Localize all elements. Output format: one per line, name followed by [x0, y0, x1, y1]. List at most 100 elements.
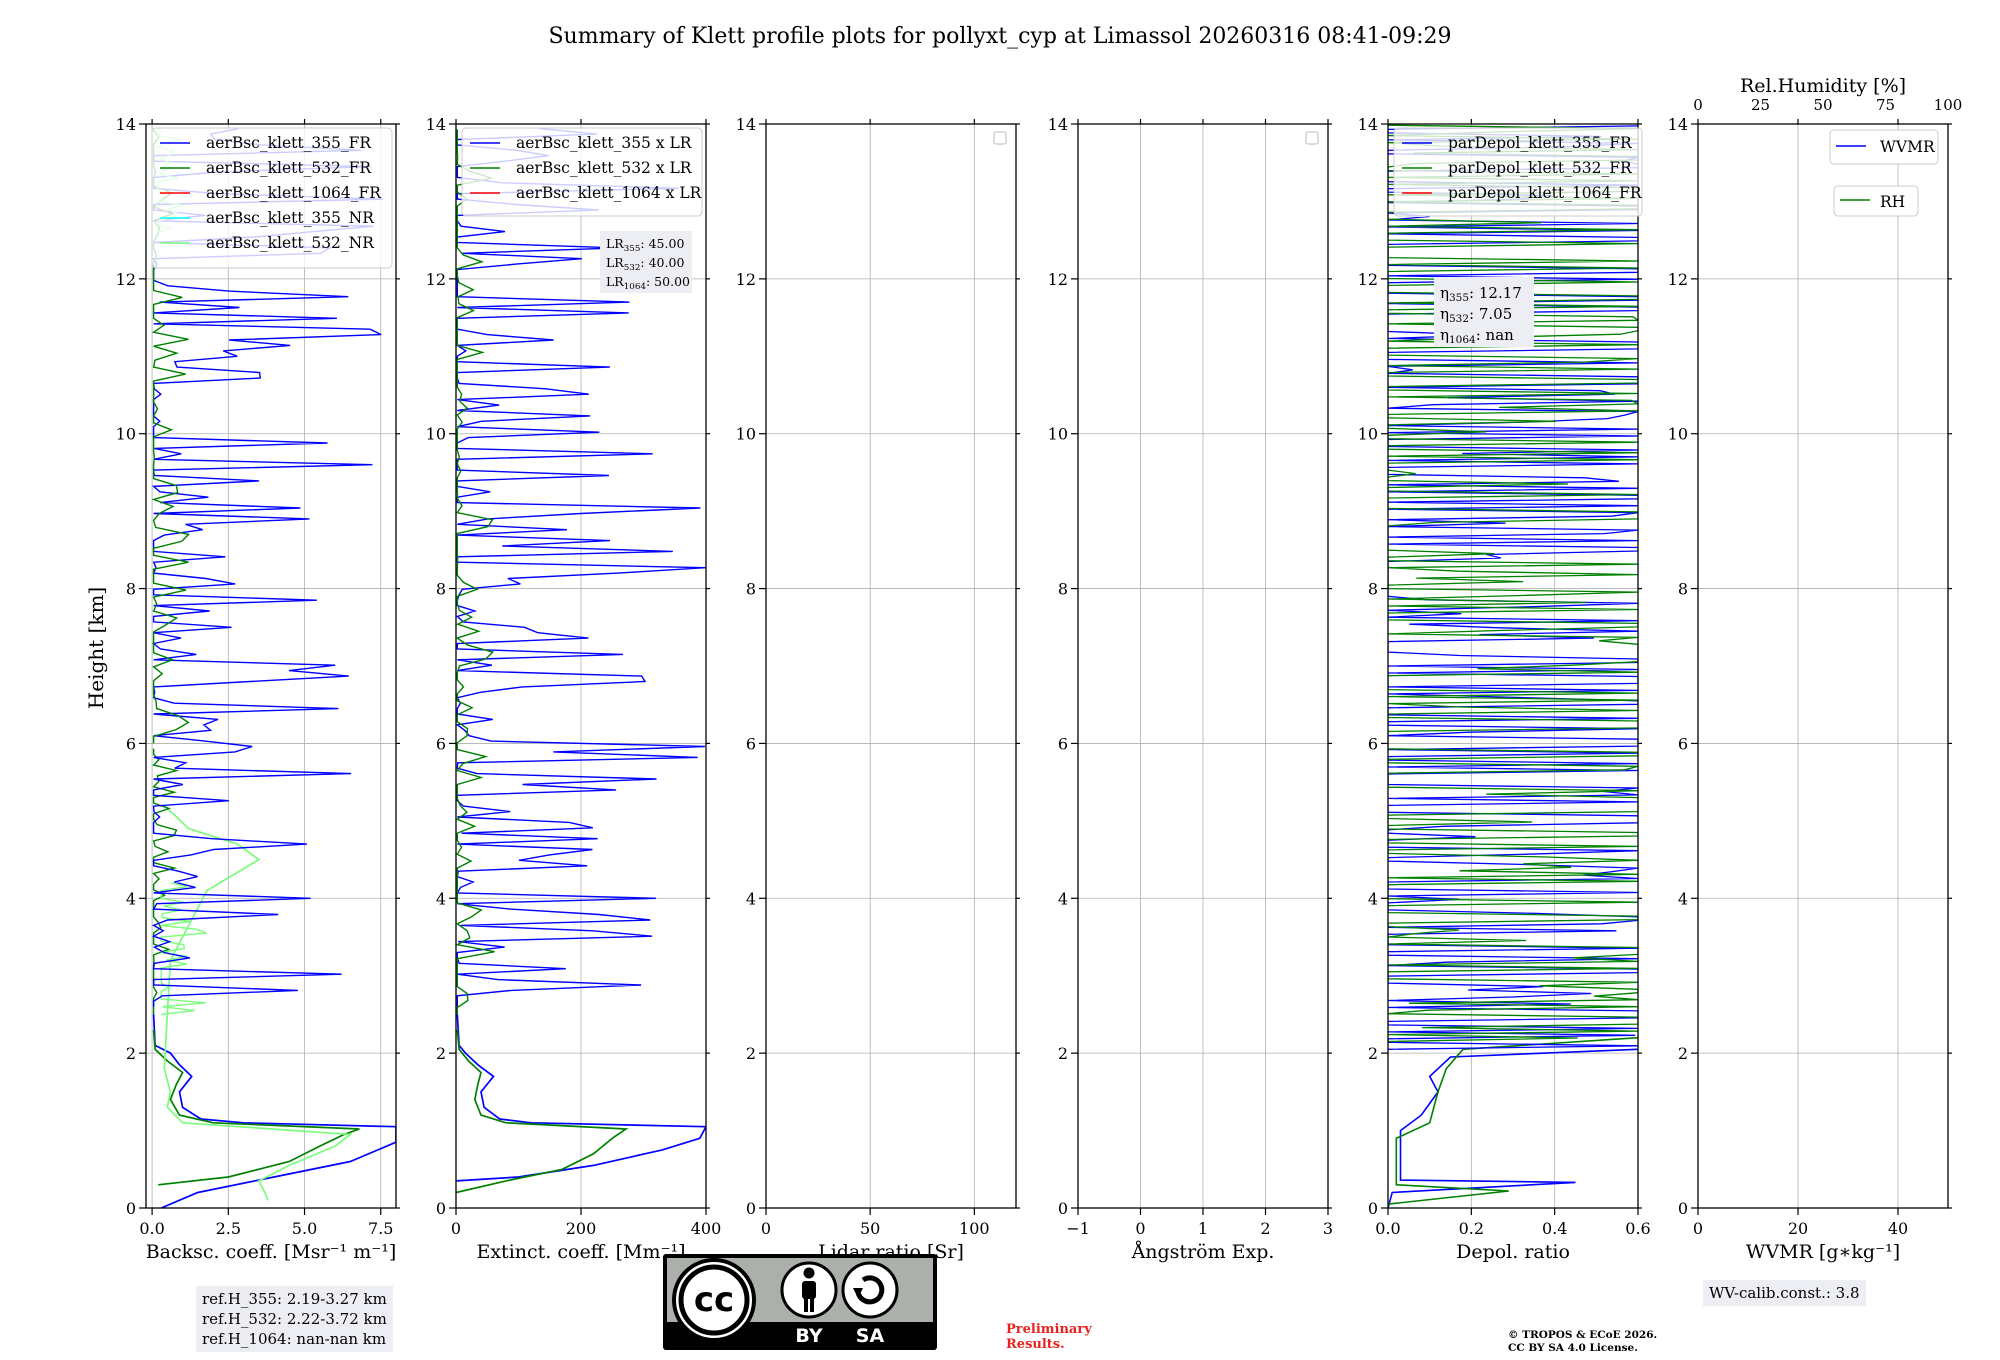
x-tick-label: 0 — [1693, 1219, 1703, 1238]
copyright-line: © TROPOS & ECoE 2026. — [1508, 1329, 1658, 1341]
ref-height-532: ref.H_532: 2.22-3.72 km — [202, 1310, 387, 1328]
x-tick-label: 100 — [959, 1219, 990, 1238]
legend-label: aerBsc_klett_1064_FR — [206, 184, 382, 202]
plot-area — [1388, 124, 1638, 1208]
legend-label: aerBsc_klett_1064 x LR — [516, 184, 703, 202]
ref-height-355: ref.H_355: 2.19-3.27 km — [202, 1290, 387, 1308]
y-tick-label: 12 — [1048, 270, 1068, 289]
series-532-noise — [152, 748, 180, 1015]
y-axis-label: Height [km] — [84, 587, 108, 709]
panel-backscatter: 0 2 4 6 8 10 12 14 0.0 2.5 5.0 7.5 Backsc. coeff. [M… — [116, 115, 400, 1263]
series-parDepol_klett_355_FR — [1388, 1048, 1638, 1208]
by-label: BY — [795, 1325, 822, 1347]
y-tick-label: 0 — [1678, 1199, 1688, 1218]
x-tick-label: 1 — [1198, 1219, 1208, 1238]
x-tick-label: 0.2 — [1459, 1219, 1484, 1238]
legend-label: RH — [1880, 193, 1905, 211]
x-tick-label: 3 — [1323, 1219, 1333, 1238]
y-tick-label: 6 — [126, 734, 136, 753]
x-tick-label: 0 — [761, 1219, 771, 1238]
y-tick-label: 14 — [1048, 115, 1068, 134]
y-tick-label: 8 — [746, 580, 756, 599]
series-aerBsc_klett_355_FR — [152, 1014, 396, 1208]
y-tick-label: 6 — [1058, 734, 1068, 753]
preliminary-note: Preliminary Results. — [1006, 1322, 1092, 1352]
series-aerBsc_klett_355 x LR — [456, 1014, 706, 1182]
y-tick-label: 12 — [426, 270, 446, 289]
y-tick-label: 2 — [436, 1044, 446, 1063]
y-tick-label: 12 — [1668, 270, 1688, 289]
series-532-noise — [456, 129, 495, 1015]
y-tick-label: 6 — [1368, 734, 1378, 753]
y-tick-label: 4 — [746, 889, 756, 908]
legend-box — [151, 127, 393, 269]
y-tick-label: 0 — [1368, 1199, 1378, 1218]
top-tick-label: 0 — [1693, 96, 1703, 114]
axes-frame — [1387, 123, 1639, 1209]
x-axis-label: Backsc. coeff. [Msr⁻¹ m⁻¹] — [146, 1241, 397, 1263]
legend-label: aerBsc_klett_355_FR — [206, 134, 372, 152]
x-tick-label: 0.0 — [139, 1219, 164, 1238]
x-tick-label: −1 — [1066, 1219, 1090, 1238]
figure-title: Summary of Klett profile plots for polly… — [548, 24, 1451, 49]
reference-height-box: ref.H_355: 2.19-3.27 km ref.H_532: 2.22-… — [196, 1286, 393, 1352]
x-axis-label: Depol. ratio — [1456, 1241, 1570, 1263]
axes-frame — [145, 123, 397, 1209]
top-axis-label: Rel.Humidity [%] — [1740, 75, 1906, 97]
preliminary-line: Preliminary — [1006, 1322, 1092, 1337]
wv-calibration-constant: WV-calib.const.: 3.8 — [1709, 1284, 1860, 1302]
y-tick-label: 10 — [1048, 425, 1068, 444]
y-tick-label: 2 — [1678, 1044, 1688, 1063]
legend-label: WVMR — [1880, 138, 1936, 156]
axes-frame — [1697, 123, 1949, 1209]
x-axis-label: Ångström Exp. — [1131, 1241, 1275, 1263]
top-tick-label: 75 — [1876, 96, 1895, 114]
share-alike-icon — [841, 1261, 899, 1319]
panel-depol: 0 2 4 6 8 10 12 14 0.0 0.2 0.4 0.6 Depol. ratio parDe… — [1358, 115, 1651, 1263]
y-tick-label: 8 — [436, 580, 446, 599]
copyright-note: © TROPOS & ECoE 2026. CC BY SA 4.0 Licen… — [1508, 1329, 1657, 1355]
panel-extinction: 0 2 4 6 8 10 12 14 0 200 400 Extinct. coeff. [Mm⁻¹]… — [426, 115, 722, 1263]
y-tick-label: 12 — [736, 270, 756, 289]
legend-box — [1393, 127, 1643, 217]
x-axis-label: WVMR [g∗kg⁻¹] — [1746, 1241, 1900, 1263]
legend-box — [1833, 185, 1919, 217]
y-tick-label: 14 — [426, 115, 446, 134]
top-tick-label: 25 — [1751, 96, 1770, 114]
legend-label: aerBsc_klett_532_FR — [206, 159, 372, 177]
series-aerBsc_klett_532_FR — [152, 1029, 360, 1186]
x-tick-label: 20 — [1788, 1219, 1808, 1238]
legend-label: parDepol_klett_532_FR — [1448, 159, 1633, 177]
y-tick-label: 10 — [116, 425, 136, 444]
legend-label: parDepol_klett_355_FR — [1448, 134, 1633, 152]
x-tick-label: 5.0 — [292, 1219, 317, 1238]
legend-box — [461, 127, 703, 217]
y-tick-label: 4 — [436, 889, 446, 908]
y-tick-label: 4 — [126, 889, 136, 908]
top-tick-label: 50 — [1813, 96, 1832, 114]
empty-legend-box — [993, 131, 1007, 145]
y-tick-label: 14 — [116, 115, 136, 134]
y-tick-label: 0 — [126, 1199, 136, 1218]
y-tick-label: 6 — [1678, 734, 1688, 753]
y-tick-label: 4 — [1678, 889, 1688, 908]
y-tick-label: 8 — [126, 580, 136, 599]
by-person-icon — [780, 1261, 838, 1319]
x-tick-label: 50 — [860, 1219, 880, 1238]
empty-legend-box — [1305, 131, 1319, 145]
y-tick-label: 0 — [436, 1199, 446, 1218]
y-tick-label: 12 — [116, 270, 136, 289]
series-depol-noise — [1388, 125, 1638, 1050]
x-tick-label: 40 — [1888, 1219, 1908, 1238]
x-tick-label: 0.0 — [1375, 1219, 1400, 1238]
ref-height-1064: ref.H_1064: nan-nan km — [202, 1330, 387, 1348]
y-tick-label: 14 — [1358, 115, 1378, 134]
y-tick-label: 10 — [426, 425, 446, 444]
y-tick-label: 0 — [1058, 1199, 1068, 1218]
legend-label: aerBsc_klett_355 x LR — [516, 134, 693, 152]
top-tick-label: 100 — [1934, 96, 1963, 114]
series-aerBsc_klett_532_NR — [163, 804, 353, 1201]
series-aerBsc_klett_532 x LR — [456, 1029, 629, 1194]
